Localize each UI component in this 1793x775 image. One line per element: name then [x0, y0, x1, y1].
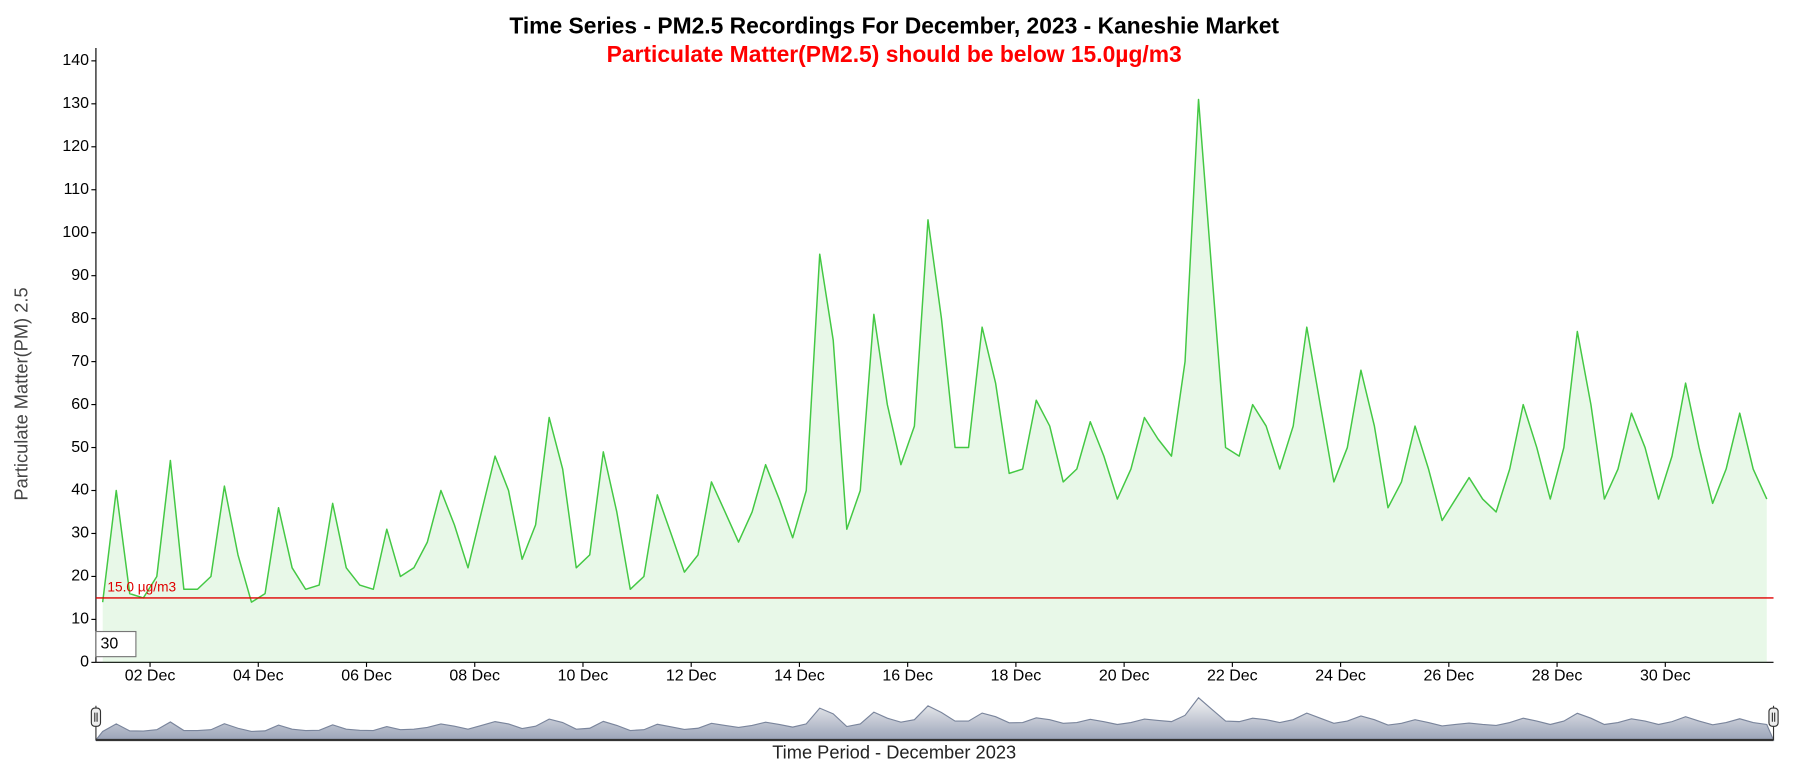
x-tick-label: 18 Dec: [991, 667, 1042, 684]
x-axis-label: Time Period - December 2023: [772, 742, 1016, 763]
y-tick-label: 40: [71, 482, 89, 499]
y-tick-label: 20: [71, 568, 89, 585]
y-tick-label: 60: [71, 396, 89, 413]
y-tick-label: 130: [62, 95, 89, 112]
y-tick-label: 90: [71, 267, 89, 284]
y-tick-label: 100: [62, 224, 89, 241]
y-tick-label: 80: [71, 310, 89, 327]
range-handle[interactable]: [90, 707, 102, 727]
x-tick-label: 04 Dec: [233, 667, 284, 684]
y-tick-label: 30: [71, 525, 89, 542]
y-tick-label: 120: [62, 138, 89, 155]
x-tick-label: 14 Dec: [774, 667, 825, 684]
x-tick-label: 02 Dec: [125, 667, 176, 684]
y-tick-label: 140: [62, 52, 89, 69]
x-tick-label: 10 Dec: [558, 667, 609, 684]
x-tick-label: 26 Dec: [1424, 667, 1475, 684]
chart-subtitle: Particulate Matter(PM2.5) should be belo…: [607, 41, 1182, 67]
x-tick-label: 08 Dec: [449, 667, 500, 684]
roll-period-box: [95, 630, 137, 658]
threshold-label: 15.0 µg/m3: [107, 579, 176, 594]
x-tick-label: 22 Dec: [1207, 667, 1258, 684]
area: [102, 99, 1767, 663]
y-tick-label: 50: [71, 439, 89, 456]
y-tick-label: 70: [71, 353, 89, 370]
range-area: [94, 696, 1775, 741]
x-tick-label: 24 Dec: [1315, 667, 1366, 684]
roll-period-value: 30: [100, 635, 118, 652]
x-tick-label: 30 Dec: [1640, 667, 1691, 684]
range-handle[interactable]: [1768, 707, 1779, 727]
y-tick-label: 110: [64, 181, 90, 198]
x-tick-label: 06 Dec: [341, 667, 392, 684]
line: [101, 98, 1768, 603]
chart-title: Time Series - PM2.5 Recordings For Decem…: [509, 12, 1279, 38]
x-tick-label: 12 Dec: [666, 667, 717, 684]
y-axis-label: Particulate Matter(PM) 2.5: [11, 287, 32, 500]
y-tick-label: 10: [71, 611, 89, 628]
x-tick-label: 20 Dec: [1099, 667, 1150, 684]
x-tick-label: 28 Dec: [1532, 667, 1583, 684]
x-tick-label: 16 Dec: [882, 667, 933, 684]
chart-body: Time Series - PM2.5 Recordings For Decem…: [11, 12, 1779, 763]
y-tick-label: 0: [80, 654, 89, 671]
